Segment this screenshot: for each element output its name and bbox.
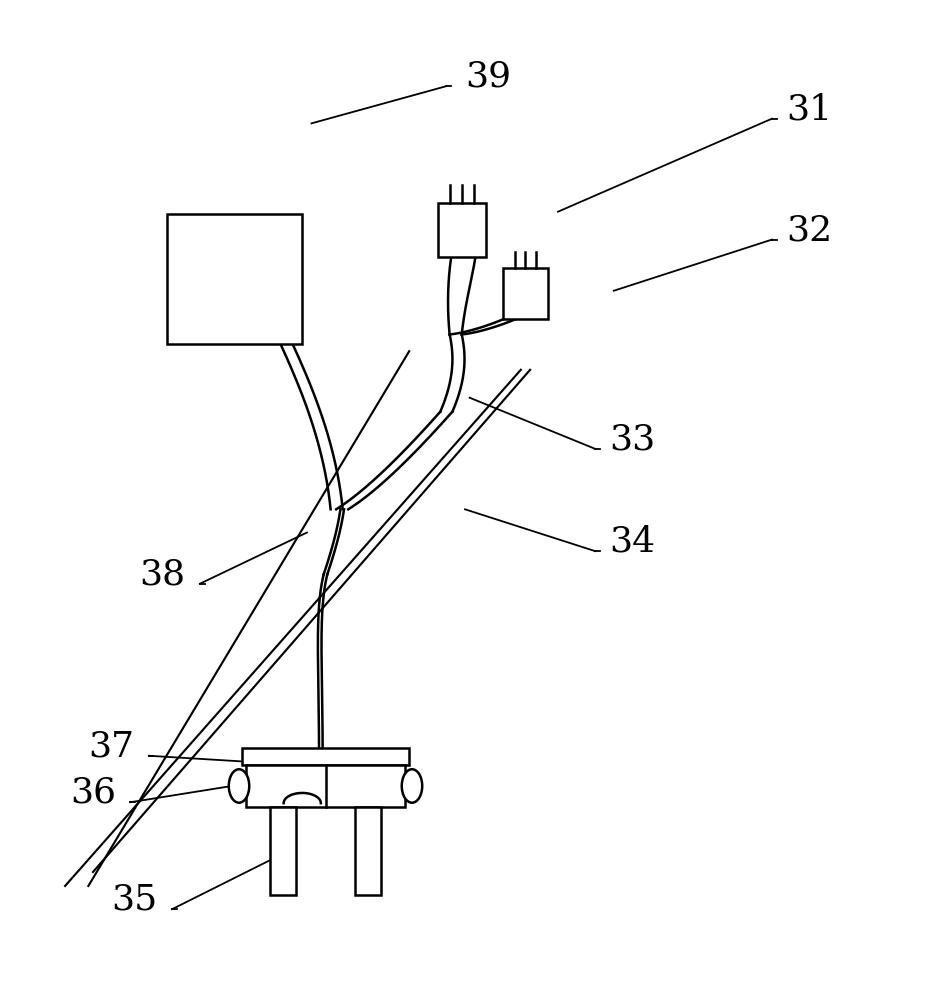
Bar (503, 268, 548, 319)
Text: 35: 35 (112, 883, 158, 917)
Text: 39: 39 (465, 60, 512, 94)
Bar (355, 807, 381, 895)
Bar (242, 748, 409, 765)
Bar (438, 203, 486, 257)
Text: 38: 38 (140, 557, 186, 591)
Bar (167, 214, 302, 344)
Bar (246, 765, 405, 807)
Text: 32: 32 (786, 213, 832, 247)
Ellipse shape (229, 769, 249, 803)
Text: 33: 33 (609, 423, 656, 457)
Text: 31: 31 (786, 92, 832, 126)
Text: 37: 37 (88, 729, 135, 763)
Text: 36: 36 (70, 776, 116, 810)
Text: 34: 34 (609, 525, 656, 559)
Ellipse shape (402, 769, 422, 803)
Bar (270, 807, 296, 895)
